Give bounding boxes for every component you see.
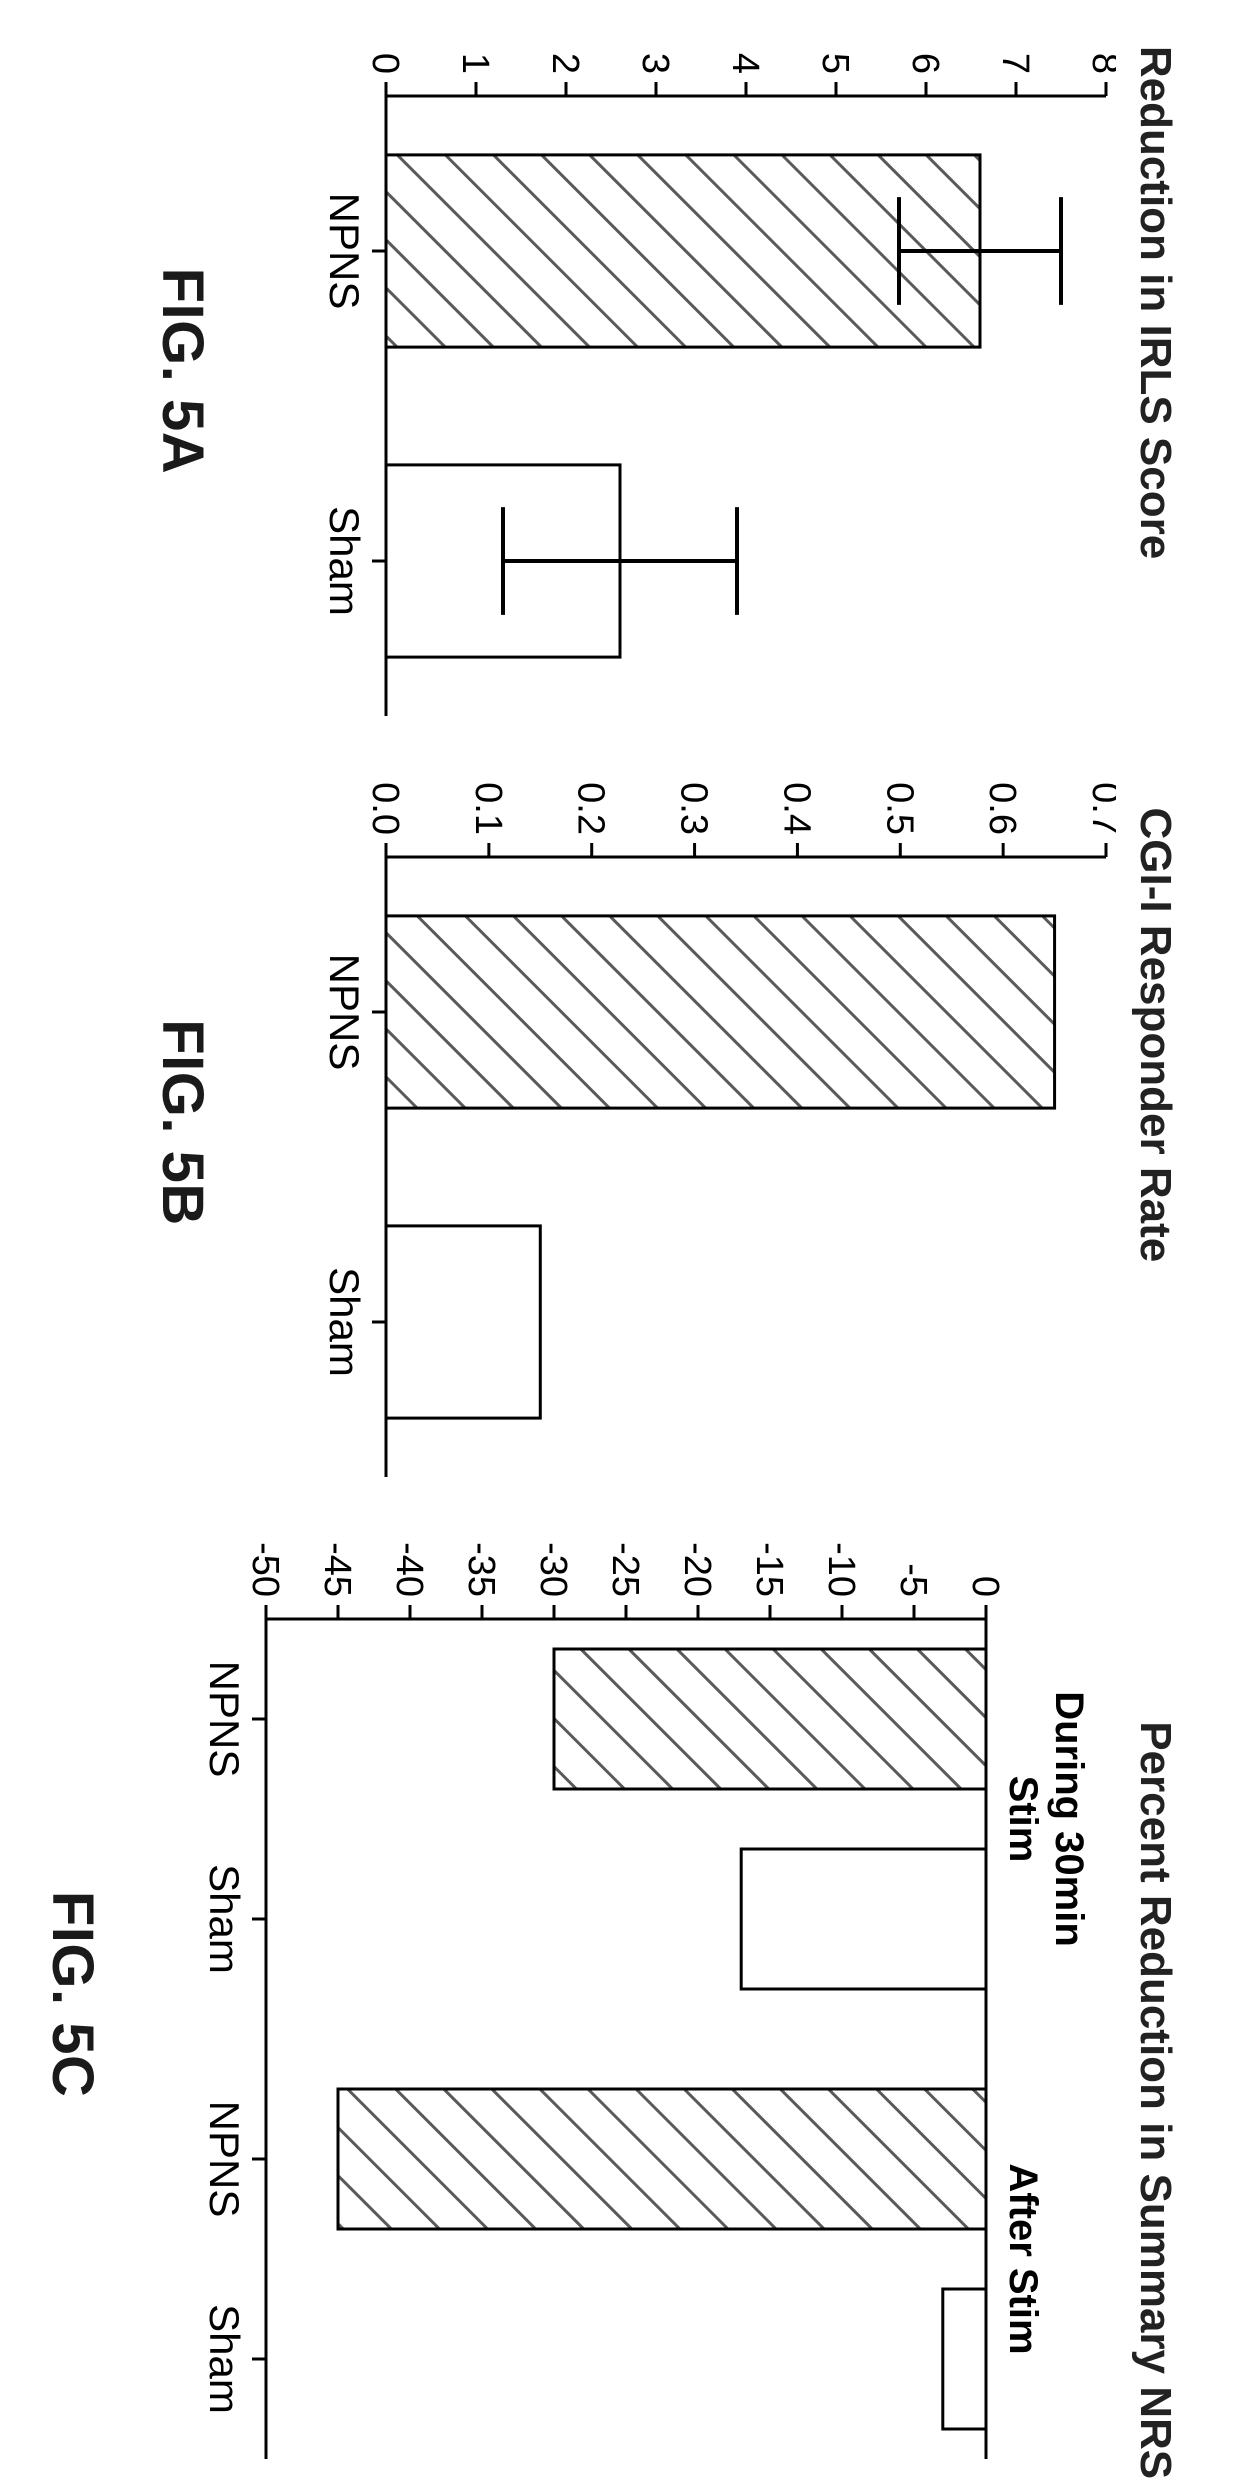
panel-b-title: CGI-I Responder Rate	[1130, 807, 1180, 1262]
svg-text:0.6: 0.6	[981, 783, 1023, 836]
svg-text:-35: -35	[460, 1542, 502, 1597]
panel-a: Reduction in IRLS Score 0 1 2 3 4 5 6 7 8 NPNS Sha…	[149, 6, 1180, 736]
svg-text:Sham: Sham	[201, 2304, 248, 2414]
svg-text:5: 5	[814, 53, 856, 74]
svg-text:During 30min: During 30min	[1047, 1691, 1091, 1947]
svg-text:NPNS: NPNS	[201, 2101, 248, 2218]
svg-text:NPNS: NPNS	[321, 192, 368, 309]
panel-b-plot: 0.0 0.1 0.2 0.3 0.4 0.5 0.6 0.7 NPNS Sham	[286, 747, 1116, 1497]
svg-text:NPNS: NPNS	[201, 1661, 248, 1778]
panel-a-svg: 0 1 2 3 4 5 6 7 8 NPNS Sham	[286, 6, 1116, 736]
svg-text:Stim: Stim	[1001, 1776, 1045, 1863]
svg-text:4: 4	[724, 53, 766, 74]
panel-b-fig-label: FIG. 5B	[149, 1019, 216, 1226]
svg-text:After Stim: After Stim	[1001, 2164, 1045, 2355]
svg-text:3: 3	[634, 53, 676, 74]
svg-text:-25: -25	[604, 1542, 646, 1597]
svg-text:-30: -30	[532, 1542, 574, 1597]
svg-text:0.5: 0.5	[878, 783, 920, 836]
svg-text:-45: -45	[316, 1542, 358, 1597]
svg-text:0.4: 0.4	[775, 783, 817, 836]
panel-a-plot: 0 1 2 3 4 5 6 7 8 NPNS Sham	[286, 6, 1116, 736]
panel-c-title: Percent Reduction in Summary NRS	[1130, 1721, 1180, 2479]
svg-text:-40: -40	[388, 1542, 430, 1597]
svg-text:-15: -15	[748, 1542, 790, 1597]
svg-text:1: 1	[454, 53, 496, 74]
rotated-canvas: Reduction in IRLS Score 0 1 2 3 4 5 6 7 8 NPNS Sha…	[0, 0, 1240, 2485]
svg-text:6: 6	[904, 53, 946, 74]
svg-text:7: 7	[994, 53, 1036, 74]
svg-text:-10: -10	[820, 1542, 862, 1597]
svg-text:0.1: 0.1	[467, 783, 509, 836]
svg-text:-50: -50	[244, 1542, 286, 1597]
svg-text:0.0: 0.0	[364, 783, 406, 836]
svg-text:0: 0	[364, 53, 406, 74]
svg-text:2: 2	[544, 53, 586, 74]
svg-text:0.7: 0.7	[1084, 783, 1116, 836]
panel-b-svg: 0.0 0.1 0.2 0.3 0.4 0.5 0.6 0.7 NPNS Sham	[286, 747, 1116, 1497]
panel-a-fig-label: FIG. 5A	[149, 268, 216, 475]
panel-c-svg: 0 -5 -10 -15 -20 -25 -30 -35 -40 -45 -50 NPNS Sham NP…	[176, 1509, 1116, 2479]
figure-row: Reduction in IRLS Score 0 1 2 3 4 5 6 7 8 NPNS Sha…	[39, 0, 1240, 2485]
svg-text:-20: -20	[676, 1542, 718, 1597]
panel-c: Percent Reduction in Summary NRS 0-5-10-…	[39, 1509, 1180, 2479]
svg-text:8: 8	[1084, 53, 1116, 74]
panel-c-fig-label: FIG. 5C	[39, 1891, 106, 2098]
svg-text:Sham: Sham	[321, 506, 368, 616]
svg-text:Sham: Sham	[321, 1268, 368, 1378]
svg-text:0.3: 0.3	[673, 783, 715, 836]
svg-text:Sham: Sham	[201, 1864, 248, 1974]
panel-a-title: Reduction in IRLS Score	[1130, 46, 1180, 559]
svg-text:NPNS: NPNS	[321, 954, 368, 1071]
svg-text:0.2: 0.2	[570, 783, 612, 836]
svg-text:-5: -5	[892, 1563, 934, 1597]
panel-c-plot: 0 -5 -10 -15 -20 -25 -30 -35 -40 -45 -50 NPNS Sham NP…	[176, 1509, 1116, 2479]
panel-b: CGI-I Responder Rate 0.00.10.20.30.40.50…	[149, 747, 1180, 1497]
svg-text:0: 0	[964, 1576, 1006, 1597]
